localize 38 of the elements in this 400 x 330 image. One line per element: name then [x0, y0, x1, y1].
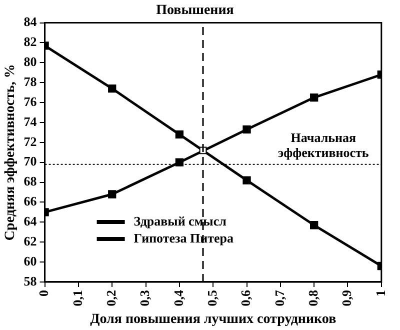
chart-title: Повышения — [156, 3, 234, 18]
x-tick-label: 0,7 — [272, 289, 287, 306]
y-tick-label: 64 — [24, 214, 38, 229]
x-tick-label: 0,3 — [137, 289, 152, 306]
x-tick-label: 0,2 — [103, 290, 118, 306]
y-tick-label: 60 — [24, 253, 37, 268]
point — [310, 93, 318, 102]
y-tick-label: 70 — [24, 154, 37, 169]
y-tick-label: 72 — [24, 134, 37, 149]
y-tick-label: 66 — [24, 194, 38, 209]
y-tick-label: 68 — [24, 174, 38, 189]
x-tick-label: 0,5 — [204, 289, 220, 306]
y-tick-label: 80 — [24, 54, 37, 70]
x-tick-label: 0,4 — [170, 289, 186, 306]
point — [310, 221, 318, 230]
x-tick-label: 0,9 — [339, 289, 354, 306]
x-tick-label: 0,6 — [238, 289, 254, 306]
point — [108, 84, 116, 93]
y-axis-title: Средняя эффективность, % — [3, 64, 18, 241]
x-axis-title: Доля повышения лучших сотрудников — [90, 312, 337, 328]
x-tick-label: 0,1 — [70, 290, 85, 306]
y-tick-label: 76 — [24, 94, 38, 109]
y-tick-label: 74 — [24, 114, 38, 129]
point — [242, 176, 251, 184]
x-tick-label: 1 — [372, 290, 388, 296]
point — [242, 125, 251, 134]
point — [175, 130, 184, 139]
point — [108, 190, 116, 198]
x-tick-label: 0,8 — [305, 289, 320, 306]
y-tick-label: 82 — [24, 34, 37, 50]
ref-line-label: Начальная эффективность — [278, 130, 369, 160]
y-tick-label: 58 — [24, 273, 38, 288]
legend-label: Здравый смысл — [134, 213, 226, 228]
point — [175, 158, 184, 166]
x-tick-label: 0 — [36, 290, 52, 296]
y-tick-label: 62 — [24, 233, 37, 248]
y-tick-label: 78 — [24, 74, 38, 89]
y-tick-label: 84 — [24, 14, 38, 30]
